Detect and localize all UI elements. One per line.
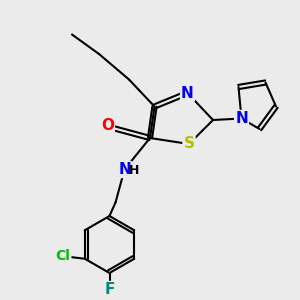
Text: N: N bbox=[118, 162, 131, 177]
Text: Cl: Cl bbox=[55, 249, 70, 263]
Text: O: O bbox=[101, 118, 114, 134]
Text: S: S bbox=[184, 136, 194, 152]
Text: N: N bbox=[181, 85, 194, 100]
Text: F: F bbox=[104, 282, 115, 297]
Text: H: H bbox=[129, 164, 139, 178]
Text: N: N bbox=[235, 111, 248, 126]
